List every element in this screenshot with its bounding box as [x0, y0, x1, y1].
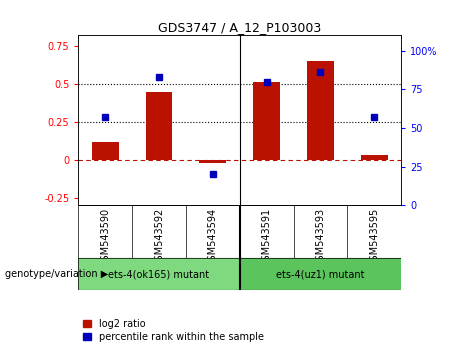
Bar [199, 160, 226, 163]
Legend: log2 ratio, percentile rank within the sample: log2 ratio, percentile rank within the s… [83, 319, 264, 342]
Text: GSM543590: GSM543590 [100, 208, 110, 267]
Text: GSM543592: GSM543592 [154, 208, 164, 267]
Title: GDS3747 / A_12_P103003: GDS3747 / A_12_P103003 [158, 21, 321, 34]
Bar [92, 142, 118, 160]
Bar [78, 258, 240, 290]
Bar [240, 258, 401, 290]
Text: GSM543593: GSM543593 [315, 208, 325, 267]
Bar [361, 155, 388, 160]
Bar [307, 61, 334, 160]
Text: ets-4(ok165) mutant: ets-4(ok165) mutant [108, 269, 210, 279]
Text: GSM543595: GSM543595 [369, 208, 379, 267]
Text: GSM543591: GSM543591 [261, 208, 272, 267]
Bar [146, 92, 172, 160]
Bar [253, 82, 280, 160]
Text: GSM543594: GSM543594 [208, 208, 218, 267]
Text: genotype/variation ▶: genotype/variation ▶ [5, 269, 108, 279]
Text: ets-4(uz1) mutant: ets-4(uz1) mutant [276, 269, 365, 279]
